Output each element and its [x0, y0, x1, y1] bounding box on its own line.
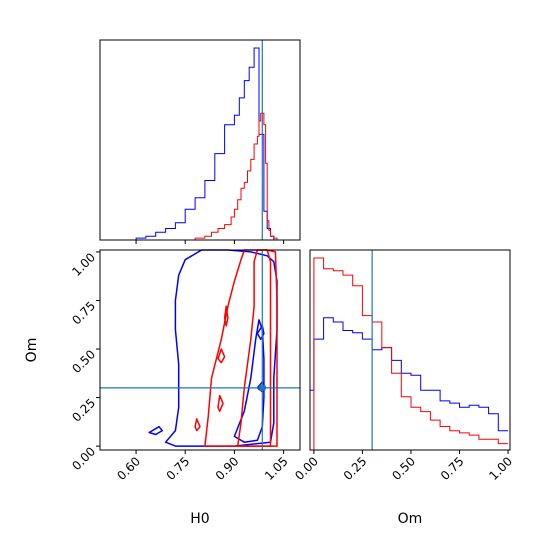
h0-marginal-panel: [99, 39, 301, 244]
h0-tick-label: 1.05: [262, 454, 291, 483]
om-marginal-plot-area: [310, 250, 509, 451]
om-axis-label: Om: [398, 511, 423, 527]
h0-marginal-ticks: [135, 240, 285, 244]
contour-blue-1: [233, 319, 265, 443]
om-marginal-panel: 0.00 0.25 0.50 0.75 1.00: [292, 249, 515, 483]
om-hist-blue: [310, 317, 509, 432]
joint-panel: 0.60 0.75 0.90 1.05 0.00 0.25 0.50 0.75 1.00: [69, 249, 301, 483]
contour-red-2: [194, 418, 201, 432]
om-y-axis-label: Om: [24, 338, 40, 363]
om-marginal-ticks: 0.00 0.25 0.50 0.75 1.00: [292, 450, 515, 483]
om-y-tick-label: 0.50: [69, 347, 98, 376]
h0-marginal-plot-area: [100, 40, 284, 241]
joint-plot-area: [100, 249, 300, 450]
om-x-tick-label: 0.75: [438, 454, 467, 483]
h0-tick-label: 0.75: [164, 454, 193, 483]
om-hist-red: [310, 257, 509, 451]
contour-red-3: [217, 348, 226, 364]
om-x-tick-label: 0.50: [389, 454, 418, 483]
h0-axis-label: H0: [190, 511, 209, 527]
joint-ticks: 0.60 0.75 0.90 1.05 0.00 0.25 0.50 0.75 1.00: [69, 250, 290, 483]
om-y-tick-label: 1.00: [69, 250, 98, 279]
om-x-tick-label: 0.25: [341, 454, 370, 483]
om-y-tick-label: 0.00: [69, 444, 98, 473]
om-x-tick-label: 1.00: [486, 454, 515, 483]
contour-blue-0: [164, 249, 278, 447]
truth-marker: [259, 384, 266, 391]
om-x-tick-label: 0.00: [292, 454, 321, 483]
om-marginal-frame: [309, 249, 511, 451]
joint-frame: [99, 249, 301, 451]
h0-tick-label: 0.60: [114, 454, 143, 483]
contour-blue-4: [148, 425, 164, 436]
h0-marginal-frame: [99, 39, 301, 241]
om-y-tick-label: 0.25: [69, 396, 98, 425]
contour-blue-2: [256, 324, 265, 341]
om-y-tick-label: 0.75: [69, 299, 98, 328]
h0-hist-red: [100, 112, 284, 241]
h0-tick-label: 0.90: [213, 454, 242, 483]
contour-red-5: [217, 394, 224, 412]
contour-red-4: [223, 305, 229, 327]
